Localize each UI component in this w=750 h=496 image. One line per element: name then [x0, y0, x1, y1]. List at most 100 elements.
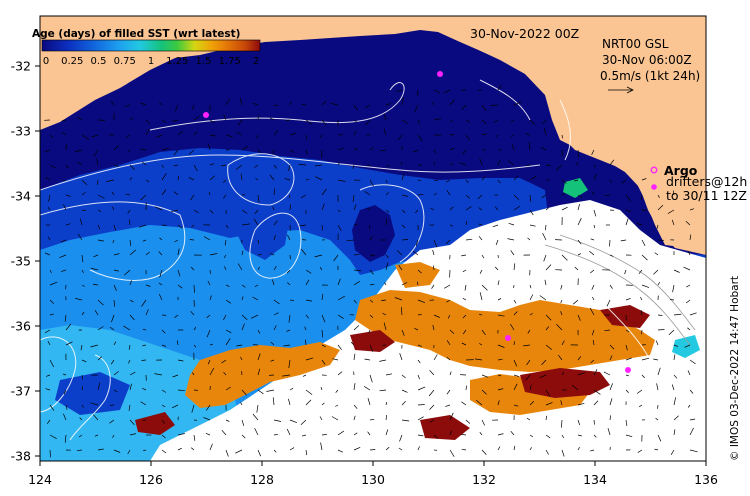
- velocity-arrow: [97, 356, 103, 361]
- velocity-arrow: [367, 398, 371, 406]
- velocity-arrow: [654, 252, 659, 256]
- velocity-arrow: [641, 178, 647, 181]
- velocity-arrow: [353, 131, 357, 136]
- velocity-arrow: [668, 329, 675, 336]
- velocity-arrow: [161, 434, 166, 439]
- velocity-arrow: [609, 179, 613, 183]
- velocity-arrow: [513, 445, 516, 451]
- velocity-arrow: [417, 269, 422, 274]
- velocity-arrow: [252, 413, 259, 421]
- velocity-arrow: [577, 372, 586, 376]
- velocity-arrow: [188, 177, 195, 181]
- velocity-arrow: [479, 158, 483, 166]
- velocity-arrow: [609, 254, 614, 257]
- velocity-arrow: [305, 339, 307, 346]
- argo-float-marker[interactable]: [437, 71, 443, 77]
- velocity-arrow: [113, 449, 121, 453]
- velocity-arrow: [417, 119, 420, 125]
- velocity-arrow: [544, 224, 547, 231]
- velocity-arrow: [176, 340, 179, 346]
- velocity-arrow: [129, 117, 134, 121]
- velocity-arrow: [113, 299, 116, 307]
- velocity-arrow: [59, 254, 67, 259]
- velocity-arrow: [529, 294, 534, 301]
- velocity-arrow: [385, 209, 390, 213]
- velocity-arrow: [417, 179, 422, 182]
- velocity-arrow: [529, 224, 536, 227]
- velocity-arrow: [624, 269, 627, 275]
- velocity-arrow: [97, 448, 104, 451]
- velocity-arrow: [273, 419, 282, 422]
- velocity-arrow: [241, 434, 246, 439]
- velocity-arrow: [673, 415, 679, 421]
- velocity-arrow: [129, 177, 133, 181]
- velocity-arrow: [172, 374, 179, 378]
- map-layers: [40, 16, 706, 461]
- velocity-arrow: [273, 312, 279, 316]
- sst-patch-dark-2: [235, 200, 290, 260]
- velocity-arrow: [364, 386, 371, 391]
- velocity-arrow: [513, 263, 516, 271]
- velocity-arrow: [156, 134, 163, 138]
- velocity-arrow: [539, 374, 547, 379]
- velocity-arrow: [188, 149, 195, 155]
- velocity-arrow: [225, 329, 232, 334]
- velocity-arrow: [687, 250, 691, 256]
- velocity-arrow: [433, 434, 439, 439]
- velocity-arrow: [193, 209, 199, 214]
- velocity-arrow: [510, 119, 515, 123]
- velocity-arrow: [497, 159, 501, 166]
- velocity-arrow: [81, 269, 84, 273]
- velocity-arrow: [574, 179, 579, 182]
- argo-float-marker[interactable]: [625, 367, 631, 373]
- velocity-arrow: [319, 134, 323, 138]
- velocity-arrow: [590, 238, 595, 241]
- velocity-arrow: [369, 254, 375, 256]
- velocity-arrow: [394, 297, 403, 301]
- argo-floats: [203, 71, 631, 373]
- velocity-arrow: [474, 358, 483, 361]
- velocity-arrow: [481, 104, 487, 112]
- drifters-line-2: to 30/11 12Z: [666, 188, 747, 203]
- velocity-arrow: [433, 265, 435, 271]
- velocity-arrow: [353, 254, 360, 256]
- velocity-arrow: [81, 179, 88, 186]
- velocity-arrow: [353, 119, 357, 123]
- velocity-arrow: [65, 223, 71, 226]
- velocity-arrow: [174, 104, 179, 112]
- velocity-arrow: [203, 236, 211, 241]
- velocity-arrow: [511, 144, 515, 151]
- velocity-arrow: [364, 119, 371, 126]
- velocity-arrow: [561, 206, 568, 211]
- velocity-arrow: [44, 149, 51, 153]
- velocity-arrow: [561, 179, 567, 184]
- velocity-arrow: [193, 434, 196, 441]
- velocity-arrow: [577, 402, 585, 406]
- velocity-arrow: [225, 449, 229, 457]
- velocity-arrow: [190, 447, 195, 451]
- velocity-arrow: [225, 338, 231, 346]
- velocity-arrow: [177, 175, 180, 181]
- velocity-arrow: [177, 433, 185, 436]
- velocity-arrow: [257, 389, 264, 395]
- velocity-arrow: [526, 359, 531, 366]
- velocity-arrow: [540, 147, 547, 151]
- velocity-arrow: [369, 314, 374, 318]
- velocity-arrow: [461, 342, 467, 346]
- argo-float-marker[interactable]: [505, 335, 511, 341]
- velocity-arrow: [640, 310, 643, 316]
- velocity-arrow: [61, 131, 67, 136]
- velocity-arrow: [385, 446, 390, 451]
- velocity-arrow: [417, 374, 420, 380]
- velocity-arrow: [272, 206, 275, 211]
- argo-float-marker[interactable]: [203, 112, 209, 118]
- velocity-arrow: [625, 297, 631, 301]
- velocity-arrow: [90, 402, 99, 406]
- velocity-arrow: [481, 176, 486, 181]
- velocity-arrow: [225, 224, 229, 229]
- velocity-arrow: [560, 400, 563, 406]
- velocity-arrow: [497, 179, 501, 184]
- velocity-arrow: [257, 368, 261, 376]
- velocity-arrow: [193, 116, 200, 121]
